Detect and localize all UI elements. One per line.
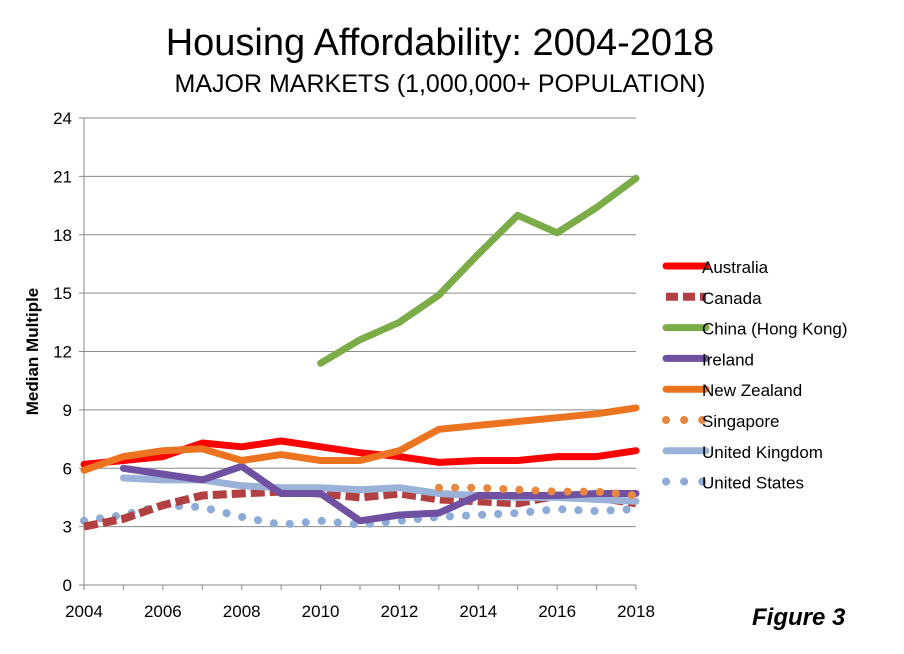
y-tick-label: 0 <box>63 576 72 595</box>
x-tick-label: 2006 <box>144 602 182 621</box>
x-tick-label: 2014 <box>459 602 497 621</box>
y-tick-label: 3 <box>63 518 72 537</box>
legend-label: Ireland <box>702 350 754 369</box>
y-tick-label: 6 <box>63 459 72 478</box>
legend-label: New Zealand <box>702 381 802 400</box>
legend-label: Australia <box>702 258 769 277</box>
series-line-singapore <box>434 483 640 500</box>
y-tick-label: 15 <box>53 284 72 303</box>
series-line-ireland <box>119 462 640 525</box>
y-axis-label: Median Multiple <box>23 288 42 416</box>
x-tick-label: 2004 <box>65 602 103 621</box>
x-tick-label: 2012 <box>381 602 419 621</box>
x-tick-label: 2018 <box>617 602 655 621</box>
y-tick-label: 18 <box>53 226 72 245</box>
legend-label: Canada <box>702 289 762 308</box>
chart-title: Housing Affordability: 2004-2018 <box>165 22 715 64</box>
series-line-china-hong-kong <box>317 174 640 367</box>
series-line-new-zealand <box>80 404 640 474</box>
y-tick-label: 24 <box>53 109 72 128</box>
x-tick-label: 2010 <box>302 602 340 621</box>
x-tick-label: 2008 <box>223 602 261 621</box>
y-tick-label: 9 <box>63 401 72 420</box>
axes: 0 3 6 9 12 15 18 21 24 2004 2006 2008 2010 2012 2014 20… <box>23 109 655 621</box>
legend-label: United States <box>702 474 804 493</box>
series-lines <box>80 174 640 531</box>
gridlines <box>84 117 636 528</box>
legend-label: United Kingdom <box>702 443 823 462</box>
y-tick-label: 12 <box>53 343 72 362</box>
legend-label: Singapore <box>702 412 780 431</box>
x-tick-label: 2016 <box>538 602 576 621</box>
legend: Australia Canada China (Hong Kong) Ireland N… <box>662 258 848 493</box>
y-tick-label: 21 <box>53 167 72 186</box>
series-line-united-states <box>80 501 640 529</box>
figure-label: Figure 3 <box>752 604 846 631</box>
chart-subtitle: MAJOR MARKETS (1,000,000+ POPULATION) <box>174 70 706 98</box>
legend-label: China (Hong Kong) <box>702 320 848 339</box>
